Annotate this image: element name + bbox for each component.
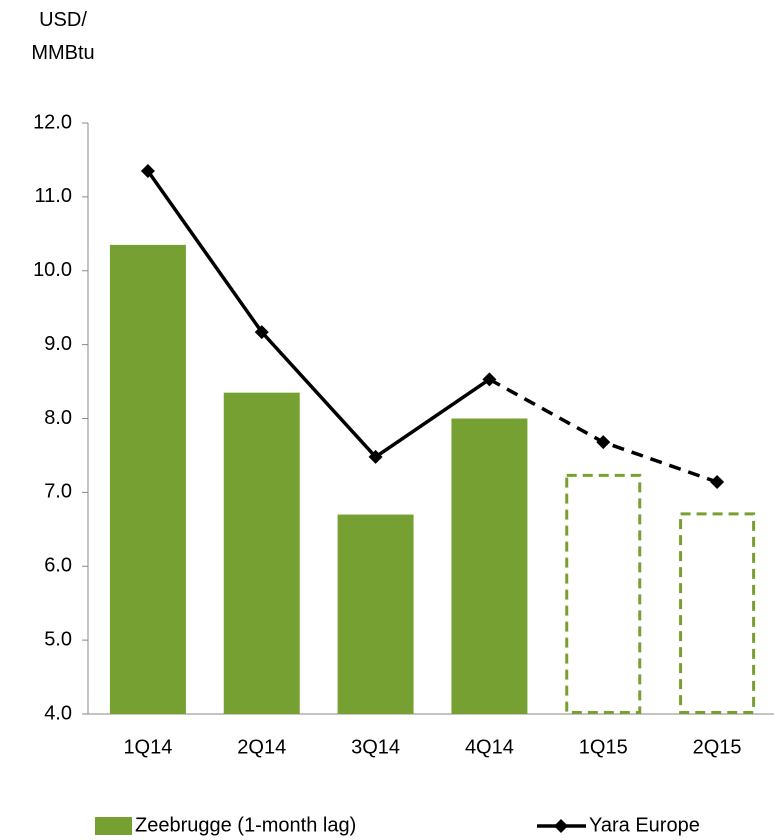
bar [223, 392, 300, 714]
y-axis-label: USD/ MMBtu [31, 9, 95, 64]
line-marker [482, 372, 497, 387]
line-marker [368, 449, 383, 464]
y-tick-label: 4.0 [44, 702, 72, 724]
y-tick-label: 8.0 [44, 407, 72, 429]
line-marker [140, 164, 155, 179]
line-marker [254, 325, 269, 340]
legend-label: Zeebrugge (1-month lag) [135, 814, 356, 836]
line-marker [710, 475, 725, 490]
bar [109, 244, 186, 715]
x-tick-label: 1Q14 [123, 736, 172, 758]
x-tick-label: 1Q15 [579, 736, 628, 758]
y-tick-label: 11.0 [35, 185, 72, 207]
bar [451, 418, 528, 714]
bar-projected [679, 512, 756, 714]
bar [337, 514, 414, 714]
y-tick-label: 7.0 [44, 481, 72, 503]
line-marker [596, 435, 611, 450]
y-tick-label: 12.0 [33, 111, 72, 133]
legend-marker [554, 819, 568, 833]
y-tick-label: 6.0 [44, 555, 72, 577]
y-tick-label: 10.0 [33, 259, 72, 281]
x-tick-label: 2Q14 [237, 736, 286, 758]
line [146, 170, 491, 460]
y-tick-label: 9.0 [44, 333, 72, 355]
legend-label: Yara Europe [589, 814, 700, 836]
legend-swatch [95, 817, 132, 835]
x-tick-label: 3Q14 [351, 736, 400, 758]
bar-projected [565, 473, 642, 714]
x-tick-label: 4Q14 [465, 736, 514, 758]
y-tick-label: 5.0 [44, 628, 72, 650]
x-tick-label: 2Q15 [693, 736, 742, 758]
